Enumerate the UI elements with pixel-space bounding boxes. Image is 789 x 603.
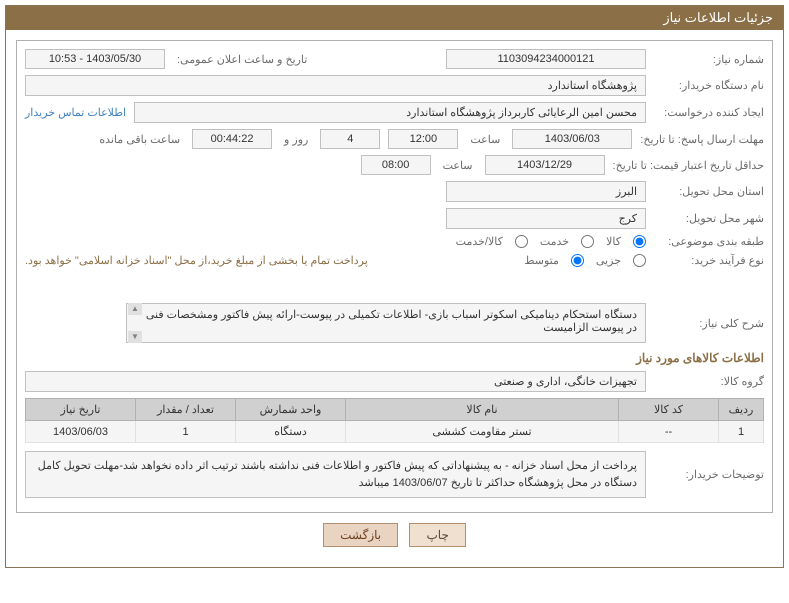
radio-minor-label: جزیی xyxy=(596,254,621,267)
scroll-down-icon[interactable]: ▼ xyxy=(128,331,142,343)
goods-table: ردیف کد کالا نام کالا واحد شمارش تعداد /… xyxy=(25,398,764,443)
payment-note: پرداخت تمام یا بخشی از مبلغ خرید،از محل … xyxy=(25,254,368,267)
summary-wrapper: دستگاه استحکام دینامیکی اسکوتر اسباب باز… xyxy=(126,303,646,343)
panel-title: جزئیات اطلاعات نیاز xyxy=(663,10,773,25)
row-buyer-org: نام دستگاه خریدار: پژوهشگاه استاندارد xyxy=(25,75,764,96)
announce-datetime-field: 1403/05/30 - 10:53 xyxy=(25,49,165,69)
city-label: شهر محل تحویل: xyxy=(654,212,764,225)
radio-medium-label: متوسط xyxy=(524,254,559,267)
buyer-notes-label: توضیحات خریدار: xyxy=(654,468,764,481)
radio-service[interactable] xyxy=(581,235,594,248)
process-label: نوع فرآیند خرید: xyxy=(654,254,764,267)
row-deadline: مهلت ارسال پاسخ: تا تاریخ: 1403/06/03 سا… xyxy=(25,129,764,149)
row-requester: ایجاد کننده درخواست: محسن امین الرعایائی… xyxy=(25,102,764,123)
category-label: طبقه بندی موضوعی: xyxy=(654,235,764,248)
cell-unit: دستگاه xyxy=(236,421,346,443)
province-label: استان محل تحویل: xyxy=(654,185,764,198)
validity-label: حداقل تاریخ اعتبار قیمت: تا تاریخ: xyxy=(613,159,764,172)
time-label-2: ساعت xyxy=(439,159,477,172)
row-group: گروه کالا: تجهیزات خانگی، اداری و صنعتی xyxy=(25,371,764,392)
scroll-arrows: ▲ ▼ xyxy=(128,303,142,343)
radio-goods-label: کالا xyxy=(606,235,621,248)
goods-section-title: اطلاعات کالاهای مورد نیاز xyxy=(25,351,764,365)
col-name: نام کالا xyxy=(346,399,619,421)
cell-date: 1403/06/03 xyxy=(26,421,136,443)
deadline-label: مهلت ارسال پاسخ: تا تاریخ: xyxy=(640,133,764,146)
cell-name: تستر مقاومت کششی xyxy=(346,421,619,443)
panel-body: شماره نیاز: 1103094234000121 تاریخ و ساع… xyxy=(6,30,783,567)
row-province: استان محل تحویل: البرز xyxy=(25,181,764,202)
need-number-label: شماره نیاز: xyxy=(654,53,764,66)
remaining-label: ساعت باقی مانده xyxy=(95,133,184,146)
summary-textarea[interactable]: دستگاه استحکام دینامیکی اسکوتر اسباب باز… xyxy=(126,303,646,343)
category-radio-group: کالا خدمت کالا/خدمت xyxy=(456,235,646,248)
button-row: چاپ بازگشت xyxy=(16,513,773,557)
row-buyer-notes: توضیحات خریدار: پرداخت از محل اسناد خزان… xyxy=(25,451,764,498)
group-label: گروه کالا: xyxy=(654,375,764,388)
deadline-time-field: 12:00 xyxy=(388,129,458,149)
group-field: تجهیزات خانگی، اداری و صنعتی xyxy=(25,371,646,392)
table-header-row: ردیف کد کالا نام کالا واحد شمارش تعداد /… xyxy=(26,399,764,421)
cell-row-num: 1 xyxy=(719,421,764,443)
col-qty: تعداد / مقدار xyxy=(136,399,236,421)
radio-goods-service[interactable] xyxy=(515,235,528,248)
contact-link[interactable]: اطلاعات تماس خریدار xyxy=(25,106,126,119)
panel-header: جزئیات اطلاعات نیاز xyxy=(6,6,783,30)
row-summary: شرح کلی نیاز: دستگاه استحکام دینامیکی اس… xyxy=(25,303,764,343)
main-panel: جزئیات اطلاعات نیاز شماره نیاز: 11030942… xyxy=(5,5,784,568)
deadline-date-field: 1403/06/03 xyxy=(512,129,632,149)
need-number-field: 1103094234000121 xyxy=(446,49,646,69)
validity-time-field: 08:00 xyxy=(361,155,431,175)
time-remaining-field: 00:44:22 xyxy=(192,129,272,149)
city-field: کرج xyxy=(446,208,646,229)
radio-service-label: خدمت xyxy=(540,235,569,248)
scroll-up-icon[interactable]: ▲ xyxy=(128,303,142,315)
cell-qty: 1 xyxy=(136,421,236,443)
form-panel: شماره نیاز: 1103094234000121 تاریخ و ساع… xyxy=(16,40,773,513)
table-row: 1 -- تستر مقاومت کششی دستگاه 1 1403/06/0… xyxy=(26,421,764,443)
col-date: تاریخ نیاز xyxy=(26,399,136,421)
validity-date-field: 1403/12/29 xyxy=(485,155,605,175)
row-category: طبقه بندی موضوعی: کالا خدمت کالا/خدمت xyxy=(25,235,764,248)
requester-field: محسن امین الرعایائی کاربرداز پژوهشگاه اس… xyxy=(134,102,646,123)
announce-label: تاریخ و ساعت اعلان عمومی: xyxy=(173,53,311,66)
requester-label: ایجاد کننده درخواست: xyxy=(654,106,764,119)
print-button[interactable]: چاپ xyxy=(409,523,465,547)
back-button[interactable]: بازگشت xyxy=(323,523,398,547)
col-unit: واحد شمارش xyxy=(236,399,346,421)
days-label: روز و xyxy=(280,133,312,146)
time-label-1: ساعت xyxy=(466,133,504,146)
buyer-notes-box: پرداخت از محل اسناد خزانه - به پیشنهادات… xyxy=(25,451,646,498)
row-need-number: شماره نیاز: 1103094234000121 تاریخ و ساع… xyxy=(25,49,764,69)
cell-code: -- xyxy=(619,421,719,443)
radio-goods-service-label: کالا/خدمت xyxy=(456,235,503,248)
row-validity: حداقل تاریخ اعتبار قیمت: تا تاریخ: 1403/… xyxy=(25,155,764,175)
row-city: شهر محل تحویل: کرج xyxy=(25,208,764,229)
days-count-field: 4 xyxy=(320,129,380,149)
radio-minor[interactable] xyxy=(633,254,646,267)
radio-goods[interactable] xyxy=(633,235,646,248)
buyer-org-label: نام دستگاه خریدار: xyxy=(654,79,764,92)
buyer-org-field: پژوهشگاه استاندارد xyxy=(25,75,646,96)
province-field: البرز xyxy=(446,181,646,202)
process-radio-group: جزیی متوسط xyxy=(524,254,646,267)
radio-medium[interactable] xyxy=(571,254,584,267)
col-row-num: ردیف xyxy=(719,399,764,421)
row-process: نوع فرآیند خرید: جزیی متوسط پرداخت تمام … xyxy=(25,254,764,267)
summary-label: شرح کلی نیاز: xyxy=(654,317,764,330)
col-code: کد کالا xyxy=(619,399,719,421)
